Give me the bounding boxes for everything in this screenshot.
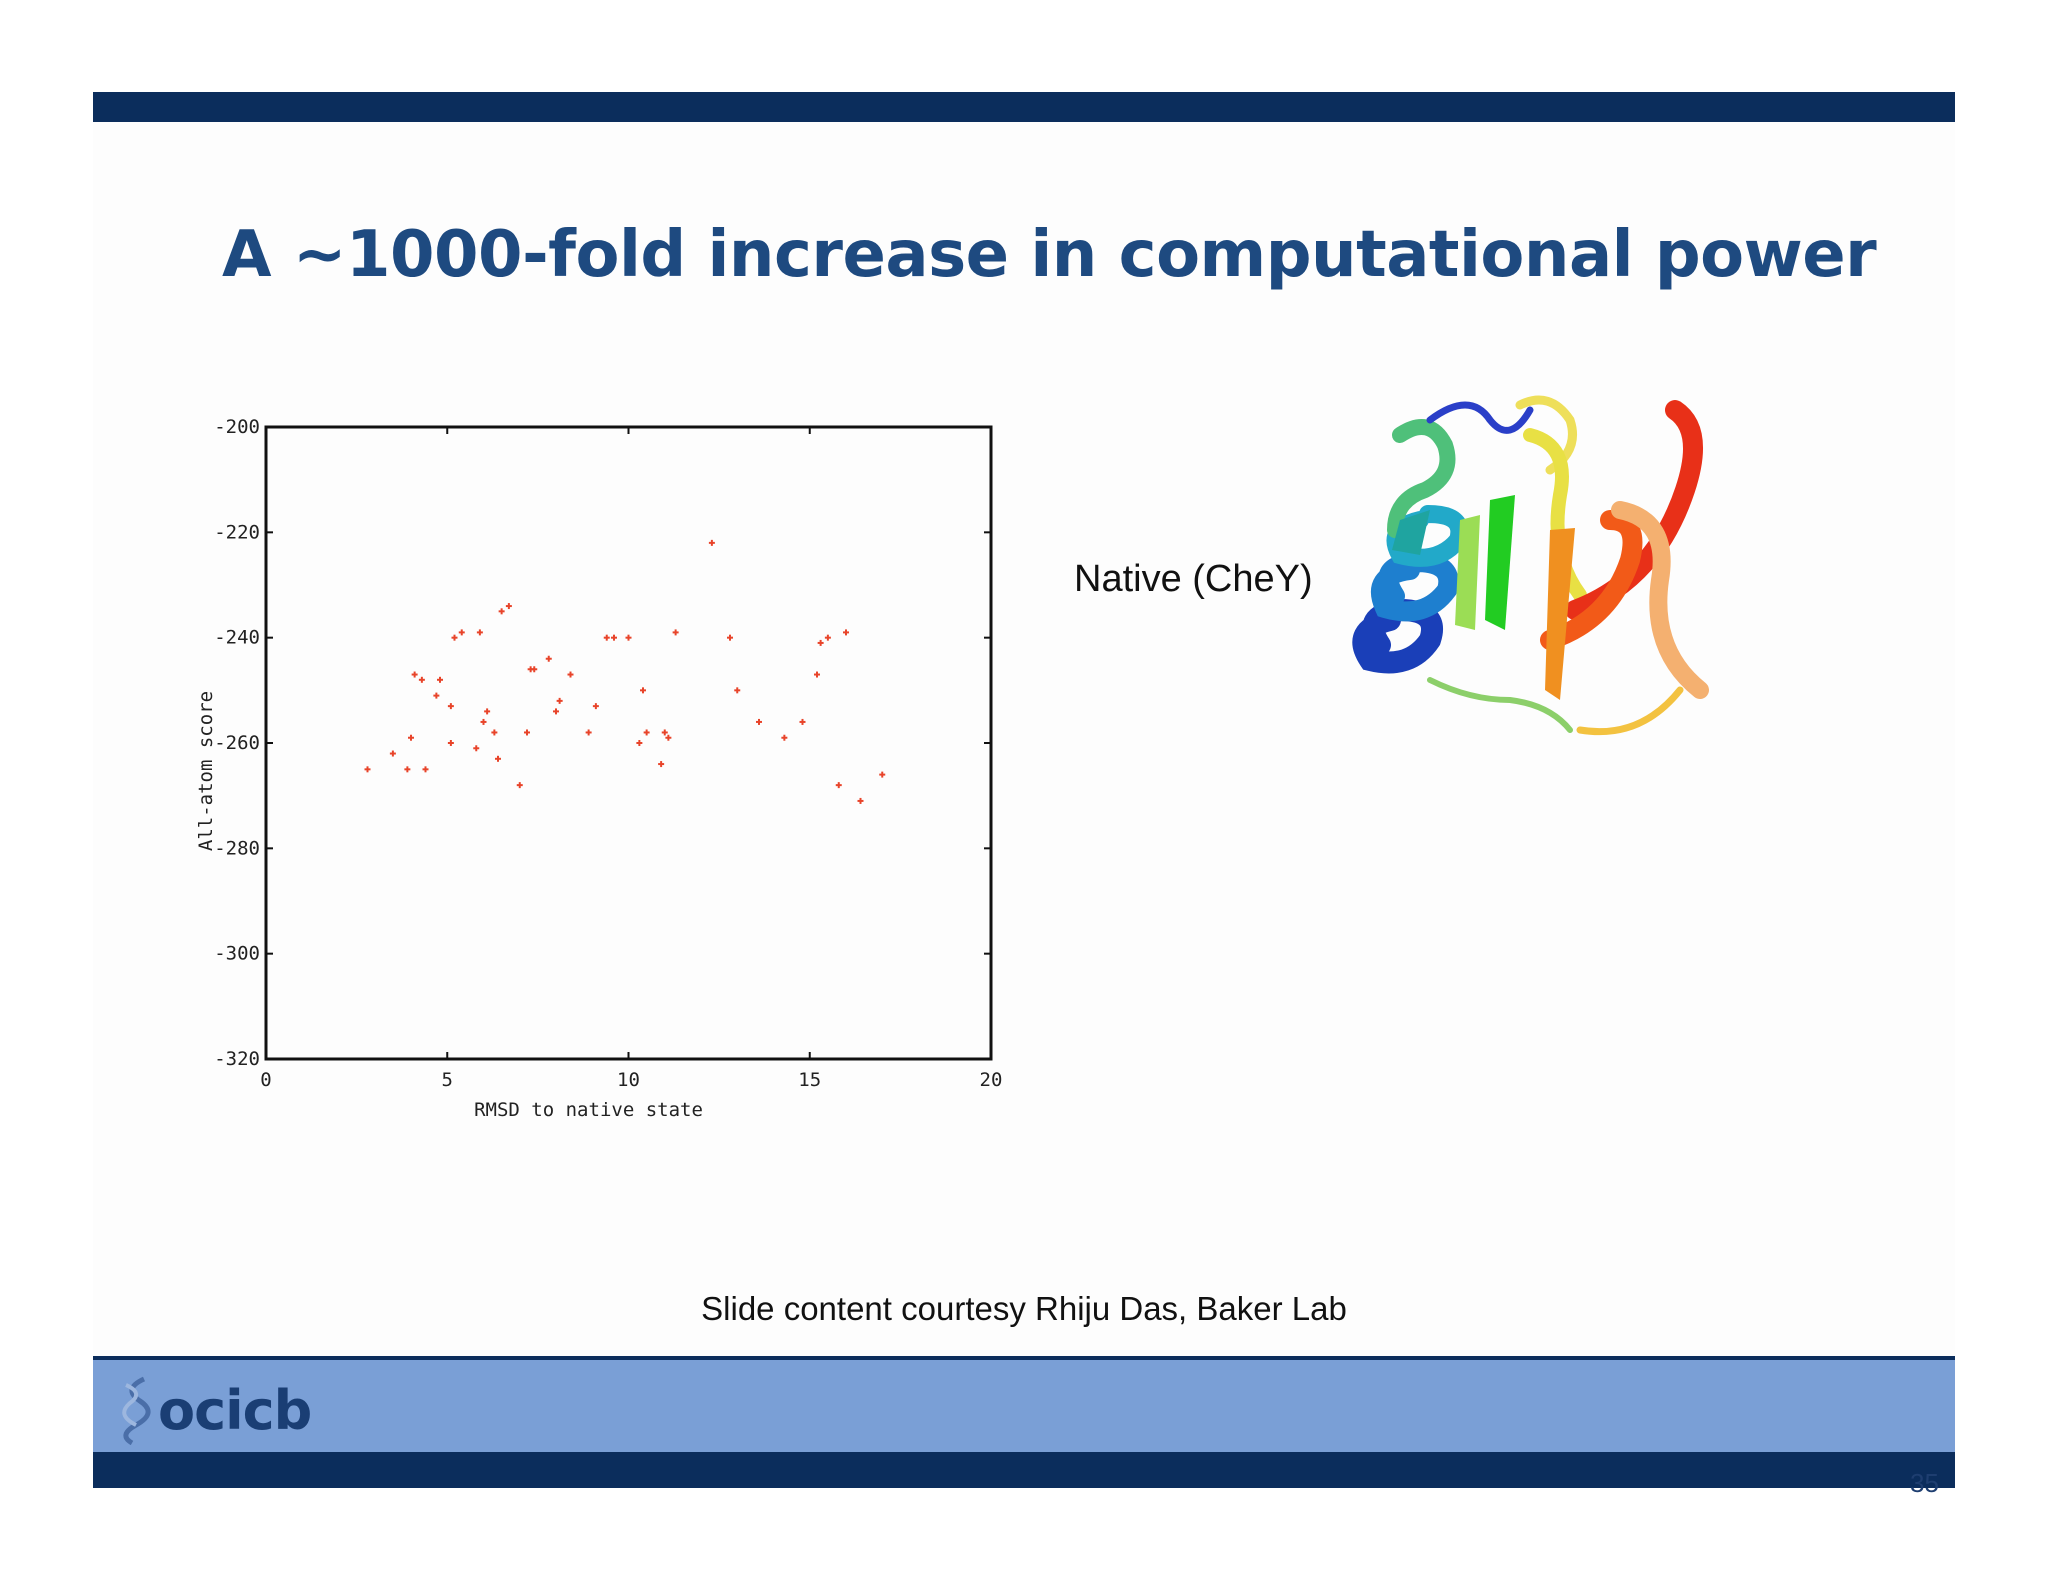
data-point	[408, 734, 414, 741]
data-point	[857, 797, 864, 804]
data-point	[567, 671, 574, 678]
data-point	[498, 608, 505, 615]
data-point	[447, 703, 454, 710]
x-tick-label: 15	[798, 1069, 821, 1091]
data-point	[556, 697, 563, 704]
y-tick-label: -300	[214, 943, 260, 965]
y-tick-label: -200	[214, 416, 260, 438]
data-point	[476, 629, 483, 636]
data-point	[727, 634, 733, 641]
helix-logo-icon	[122, 1376, 151, 1445]
data-point	[451, 634, 458, 641]
data-point	[592, 703, 599, 710]
protein-ribbon-image	[1320, 380, 1740, 780]
y-tick-label: -220	[214, 521, 260, 543]
data-point	[824, 634, 831, 641]
data-point	[661, 729, 668, 736]
data-point	[531, 666, 538, 673]
data-point	[524, 729, 530, 736]
data-point	[625, 634, 632, 641]
data-point	[835, 782, 842, 789]
y-tick-label: -280	[214, 837, 260, 859]
x-tick-label: 5	[442, 1069, 453, 1091]
data-point	[411, 671, 418, 678]
data-point	[817, 639, 824, 646]
data-point	[364, 766, 371, 773]
data-point	[491, 729, 498, 736]
data-point	[516, 782, 523, 789]
chart-svg: 0 5 10 15 20 -200 -220 -240 -260 -280 -300 -320 RMSD…	[195, 416, 1003, 1121]
x-tick-label: 20	[980, 1069, 1003, 1091]
data-point	[505, 603, 512, 610]
x-axis-label: RMSD to native state	[474, 1099, 703, 1121]
data-point	[422, 766, 429, 773]
data-point	[658, 761, 665, 768]
data-point	[665, 734, 672, 741]
x-tick-label: 0	[260, 1069, 271, 1091]
plot-frame	[264, 425, 993, 1061]
data-point	[495, 755, 501, 762]
data-point	[433, 692, 440, 699]
x-tick-label: 10	[617, 1069, 640, 1091]
y-tick-label: -320	[214, 1048, 260, 1070]
y-tick-label: -240	[214, 627, 260, 649]
data-point	[458, 629, 465, 636]
slide-background	[93, 92, 1955, 1488]
native-label: Native (CheY)	[1074, 558, 1313, 600]
data-point	[418, 676, 425, 683]
data-point	[781, 734, 788, 741]
data-point	[437, 676, 443, 683]
data-point	[879, 771, 886, 778]
data-point	[480, 718, 487, 725]
data-point	[708, 539, 715, 546]
data-point	[404, 766, 411, 773]
data-point	[545, 655, 552, 662]
slide-title: A ~1000-fold increase in computational p…	[222, 218, 1877, 292]
footer-bar	[93, 1452, 1955, 1488]
data-point	[814, 671, 820, 678]
y-axis-label: All-atom score	[195, 691, 217, 851]
credit-text: Slide content courtesy Rhiju Das, Baker …	[701, 1290, 1347, 1327]
footer-band	[93, 1360, 1955, 1452]
data-point	[843, 629, 849, 636]
header-bar	[93, 92, 1955, 122]
ocicb-logo: ocicb	[114, 1372, 312, 1448]
data-point	[734, 687, 741, 694]
scatter-chart: 0 5 10 15 20 -200 -220 -240 -260 -280 -300 -320 RMSD…	[180, 400, 1040, 1140]
y-tick-label: -260	[214, 732, 260, 754]
data-point	[672, 629, 679, 636]
data-point	[447, 740, 454, 746]
data-point	[484, 708, 491, 715]
footer-divider	[93, 1356, 1955, 1360]
data-point	[799, 718, 806, 725]
data-point	[603, 634, 610, 641]
data-point	[585, 729, 592, 736]
data-point	[611, 634, 617, 641]
logo-text: ocicb	[158, 1378, 312, 1442]
data-point	[636, 740, 643, 746]
data-point	[756, 718, 762, 725]
page-number: 35	[1910, 1468, 1939, 1498]
data-point	[640, 687, 646, 694]
data-point	[473, 745, 480, 752]
data-point	[389, 750, 396, 757]
data-point	[643, 729, 650, 736]
data-point	[553, 708, 559, 715]
